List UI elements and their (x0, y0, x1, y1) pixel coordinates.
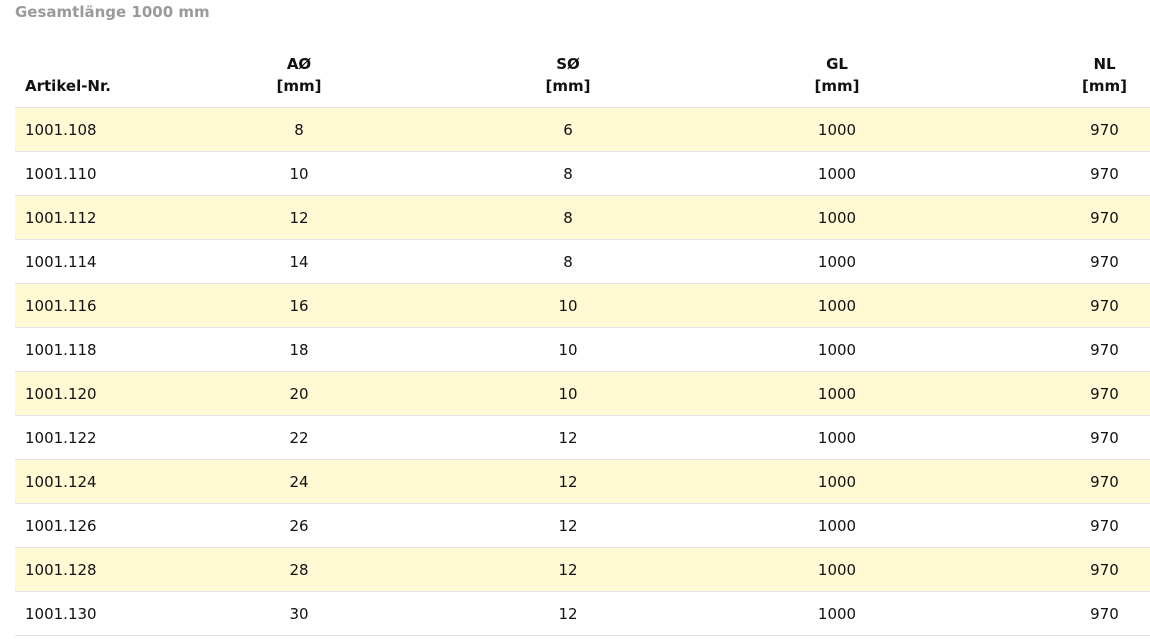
cell-artikel-nr: 1001.114 (15, 239, 165, 284)
table-row: 1001.128 28 12 1000 970 (15, 547, 1150, 592)
cell-artikel-nr: 1001.120 (15, 371, 165, 416)
cell-artikel-nr: 1001.110 (15, 151, 165, 196)
table-row: 1001.130 30 12 1000 970 (15, 591, 1150, 636)
cell-a-diameter: 18 (165, 327, 433, 372)
cell-gl: 1000 (703, 239, 971, 284)
table-row: 1001.112 12 8 1000 970 (15, 195, 1150, 240)
cell-nl: 970 (971, 503, 1150, 548)
header-nl: NL [mm] (971, 40, 1150, 108)
table-row: 1001.110 10 8 1000 970 (15, 151, 1150, 196)
cell-a-diameter: 22 (165, 415, 433, 460)
table-row: 1001.124 24 12 1000 970 (15, 459, 1150, 504)
cell-s-diameter: 8 (433, 195, 703, 240)
table-row: 1001.122 22 12 1000 970 (15, 415, 1150, 460)
cell-gl: 1000 (703, 327, 971, 372)
cell-a-diameter: 16 (165, 283, 433, 328)
header-gl: GL [mm] (703, 40, 971, 108)
cell-s-diameter: 10 (433, 371, 703, 416)
header-s-diameter: SØ [mm] (433, 40, 703, 108)
cell-gl: 1000 (703, 107, 971, 152)
cell-artikel-nr: 1001.118 (15, 327, 165, 372)
cell-s-diameter: 10 (433, 327, 703, 372)
cell-nl: 970 (971, 283, 1150, 328)
cell-a-diameter: 8 (165, 107, 433, 152)
cell-s-diameter: 12 (433, 415, 703, 460)
cell-a-diameter: 28 (165, 547, 433, 592)
cell-gl: 1000 (703, 283, 971, 328)
table-row: 1001.116 16 10 1000 970 (15, 283, 1150, 328)
cell-gl: 1000 (703, 151, 971, 196)
cell-a-diameter: 10 (165, 151, 433, 196)
cell-gl: 1000 (703, 371, 971, 416)
cell-a-diameter: 24 (165, 459, 433, 504)
table-row: 1001.126 26 12 1000 970 (15, 503, 1150, 548)
table-row: 1001.120 20 10 1000 970 (15, 371, 1150, 416)
cell-s-diameter: 10 (433, 283, 703, 328)
cell-artikel-nr: 1001.126 (15, 503, 165, 548)
cell-gl: 1000 (703, 195, 971, 240)
table-row: 1001.114 14 8 1000 970 (15, 239, 1150, 284)
cell-gl: 1000 (703, 591, 971, 636)
cell-s-diameter: 12 (433, 591, 703, 636)
cell-s-diameter: 12 (433, 459, 703, 504)
table-row: 1001.108 8 6 1000 970 (15, 107, 1150, 152)
cell-artikel-nr: 1001.130 (15, 591, 165, 636)
cell-nl: 970 (971, 107, 1150, 152)
cell-a-diameter: 12 (165, 195, 433, 240)
cell-artikel-nr: 1001.124 (15, 459, 165, 504)
header-artikel-nr: Artikel-Nr. (15, 40, 165, 108)
cell-s-diameter: 8 (433, 239, 703, 284)
cell-gl: 1000 (703, 503, 971, 548)
cell-artikel-nr: 1001.128 (15, 547, 165, 592)
cell-a-diameter: 20 (165, 371, 433, 416)
header-row: Artikel-Nr. AØ [mm] SØ [mm] GL [mm] NL [mm] (15, 40, 1150, 108)
cell-nl: 970 (971, 151, 1150, 196)
cell-nl: 970 (971, 239, 1150, 284)
cell-artikel-nr: 1001.112 (15, 195, 165, 240)
cell-s-diameter: 8 (433, 151, 703, 196)
cell-a-diameter: 30 (165, 591, 433, 636)
cell-nl: 970 (971, 591, 1150, 636)
cell-s-diameter: 12 (433, 503, 703, 548)
cell-s-diameter: 12 (433, 547, 703, 592)
cell-gl: 1000 (703, 547, 971, 592)
cell-nl: 970 (971, 459, 1150, 504)
cell-s-diameter: 6 (433, 107, 703, 152)
cell-nl: 970 (971, 547, 1150, 592)
cell-nl: 970 (971, 327, 1150, 372)
cell-gl: 1000 (703, 415, 971, 460)
table-row: 1001.118 18 10 1000 970 (15, 327, 1150, 372)
cell-gl: 1000 (703, 459, 971, 504)
cell-nl: 970 (971, 415, 1150, 460)
cell-nl: 970 (971, 371, 1150, 416)
cell-artikel-nr: 1001.108 (15, 107, 165, 152)
cell-a-diameter: 26 (165, 503, 433, 548)
header-a-diameter: AØ [mm] (165, 40, 433, 108)
cell-nl: 970 (971, 195, 1150, 240)
cell-artikel-nr: 1001.122 (15, 415, 165, 460)
cell-artikel-nr: 1001.116 (15, 283, 165, 328)
product-table: Artikel-Nr. AØ [mm] SØ [mm] GL [mm] NL [mm] … (15, 40, 1150, 636)
section-title: Gesamtlänge 1000 mm (15, 3, 210, 21)
cell-a-diameter: 14 (165, 239, 433, 284)
